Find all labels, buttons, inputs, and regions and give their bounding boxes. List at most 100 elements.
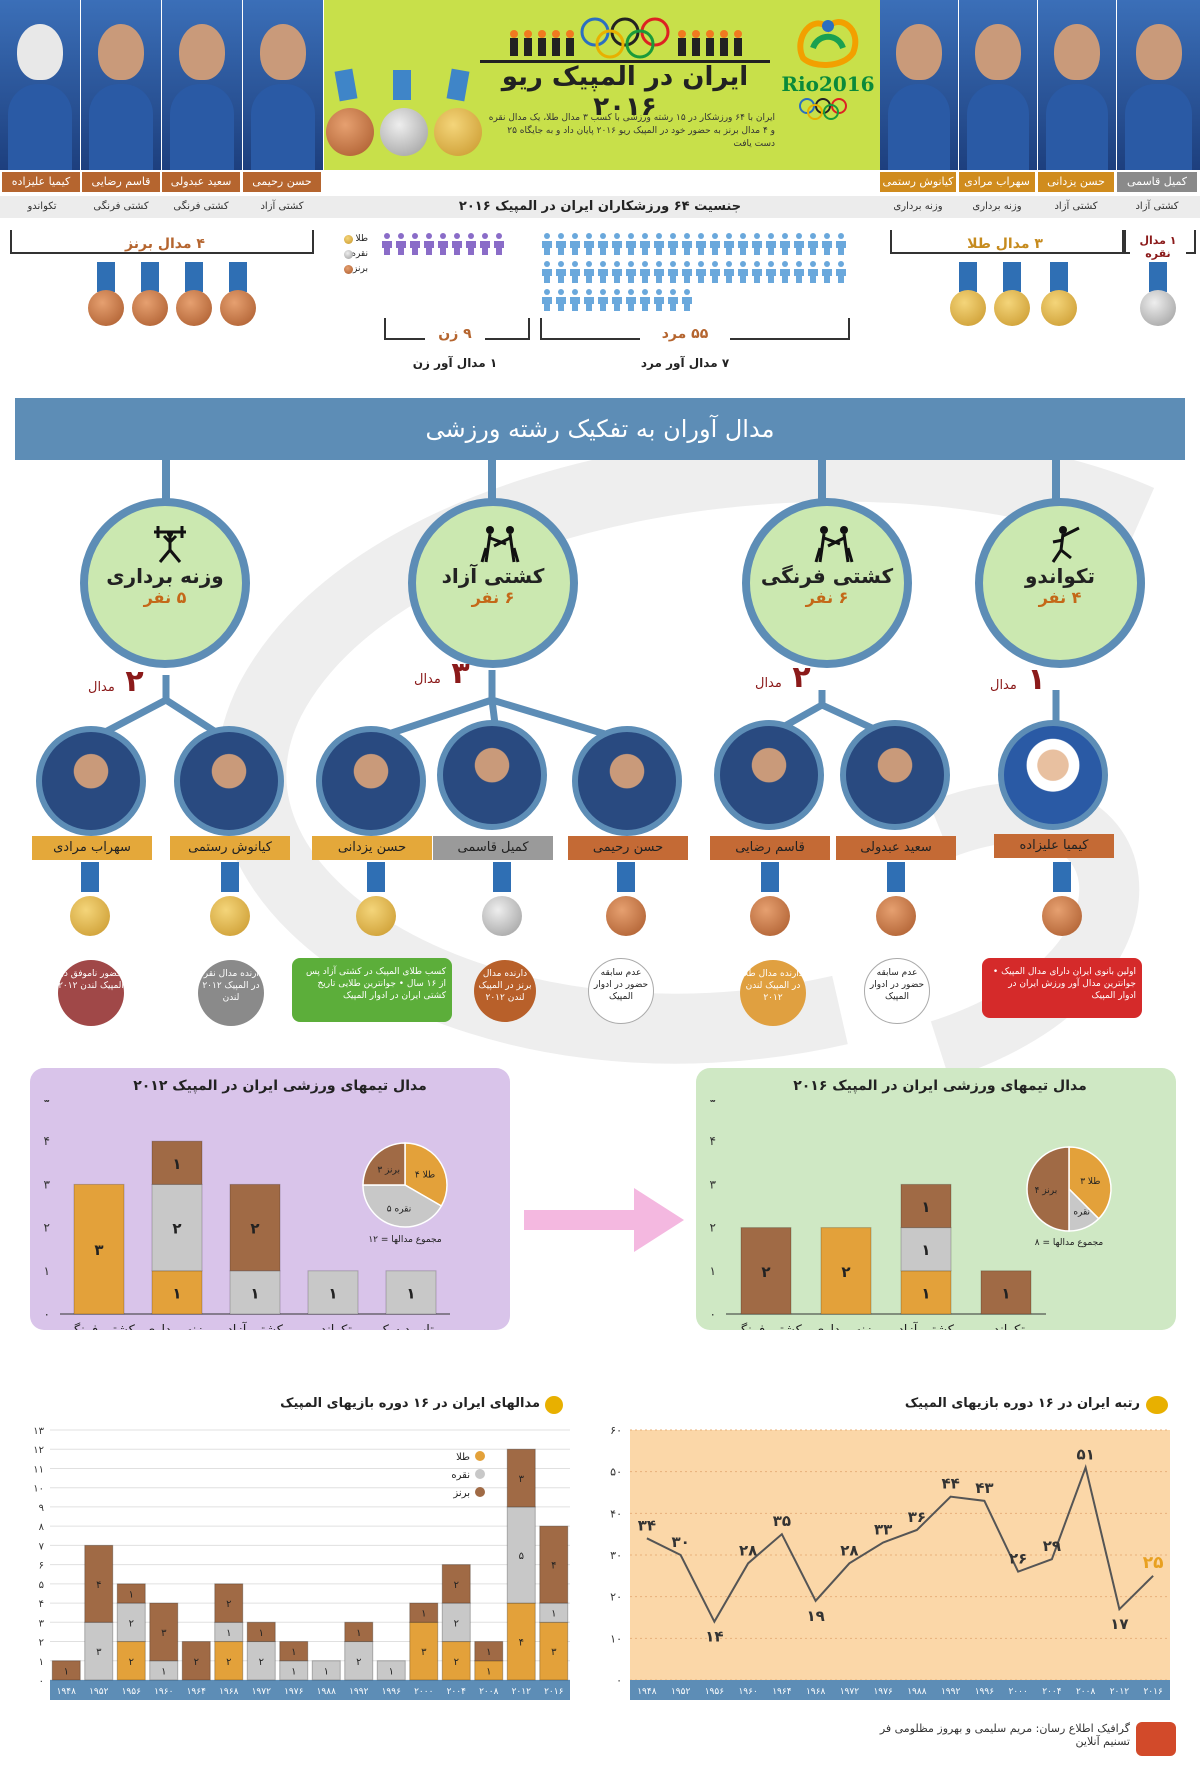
year-label: ۱۹۴۸: [57, 1687, 77, 1697]
rank-value-label: ۳۴: [638, 1516, 656, 1534]
y-tick-label: ۱۰: [33, 1484, 44, 1495]
year-label: ۱۹۸۸: [907, 1687, 927, 1697]
bar-value-label: ۳: [161, 1628, 167, 1639]
ribbon-icon: [617, 862, 635, 892]
category-weightlifting: وزنه برداری ۵ نفر: [80, 498, 250, 668]
athlete-name: سعید عبدولی: [836, 836, 956, 860]
year-label: ۱۹۶۴: [187, 1687, 207, 1697]
rank-value-label: ۲۸: [739, 1541, 757, 1559]
person-icon: [808, 233, 818, 255]
person-icon: [626, 233, 636, 255]
bar-value-label: ۱: [421, 1609, 426, 1620]
person-icon: [598, 233, 608, 255]
year-label: ۱۹۷۲: [252, 1687, 272, 1697]
y-tick-label: ۱: [710, 1264, 716, 1278]
bar-segment: [229, 1183, 281, 1272]
y-tick-label: ۵: [710, 1100, 716, 1105]
athlete-photo-hassan-rahimi: [243, 0, 324, 170]
person-icon: [668, 233, 678, 255]
y-tick-label: ۰: [39, 1676, 44, 1687]
y-tick-label: ۱۳: [33, 1426, 44, 1437]
person-icon: [570, 261, 580, 283]
y-tick-label: ۱۱: [33, 1464, 44, 1475]
category-label: پرتاب دیسک: [377, 1323, 445, 1330]
legend-gold: طلا: [355, 234, 368, 244]
pie-2012: ۴ طلا ۵ نقره ۳ برنز: [362, 1142, 448, 1228]
athlete-note: دارنده مدال برنز در المپیک لندن ۲۰۱۲: [474, 960, 536, 1022]
ribbon-icon: [887, 862, 905, 892]
athlete-photo: [174, 726, 284, 836]
bar-value-label: ۱: [1001, 1284, 1010, 1302]
athlete-photo: [840, 720, 950, 830]
bar-value-label: ۲: [226, 1657, 231, 1668]
category-label: وزنه برداری: [145, 1323, 209, 1330]
pie-label: ۱ نقره: [1066, 1207, 1090, 1217]
ribbon-icon: [367, 862, 385, 892]
pie-slice: [1068, 1146, 1112, 1220]
silver-medal-icon: [1140, 290, 1176, 326]
pie-2016-total: مجموع مدالها = ۸: [1034, 1238, 1104, 1248]
person-icon: [556, 261, 566, 283]
gold-medal-icon: [994, 290, 1030, 326]
legend-gold-icon: [344, 235, 353, 244]
pie-2016: ۳ طلا ۱ نقره ۴ برنز: [1026, 1146, 1112, 1232]
bronze-medal-icon: [1042, 896, 1082, 936]
person-icon: [668, 261, 678, 283]
ribbon-icon: [185, 262, 203, 292]
bar-segment: [539, 1525, 569, 1604]
y-tick-label: ۱: [44, 1264, 50, 1278]
rio-logo: Rio2016: [780, 8, 876, 138]
person-icon: [668, 289, 678, 311]
bar-value-label: ۳: [96, 1647, 102, 1658]
athlete-photo: [714, 720, 824, 830]
person-icon: [570, 233, 580, 255]
pie-slice: [362, 1142, 406, 1186]
namebar-hassan-yazdani: حسن یزدانی: [1038, 172, 1114, 192]
rank-value-label: ۵۱: [1076, 1446, 1094, 1464]
y-tick-label: ۰: [44, 1307, 50, 1321]
gold-medal-icon: [70, 896, 110, 936]
athlete-name: کیمیا علیزاده: [994, 834, 1114, 858]
athlete-photo: [36, 726, 146, 836]
sport-label: وزنه برداری: [972, 201, 1022, 212]
bar-segment: [441, 1564, 471, 1604]
person-icon: [654, 233, 664, 255]
olympic-rings-icon: [510, 17, 742, 59]
pie-slice: [362, 1184, 443, 1228]
person-icon: [626, 289, 636, 311]
y-tick-label: ۵۰: [610, 1466, 622, 1479]
ribbon-icon: [229, 262, 247, 292]
athlete-photo-kimia: [0, 0, 81, 170]
ribbon-icon: [81, 862, 99, 892]
person-icon: [640, 261, 650, 283]
connector: [818, 460, 826, 500]
rank-title: رتبه ایران در ۱۶ دوره بازیهای المپیک: [904, 1396, 1140, 1411]
bar-value-label: ۱: [324, 1666, 329, 1677]
person-icon: [382, 233, 392, 255]
medal-count-greco: ۲ مدال: [755, 660, 811, 695]
category-count: ۶ نفر: [805, 588, 849, 607]
bar-segment: [311, 1660, 341, 1681]
bar-value-label: ۳: [551, 1647, 557, 1658]
bar-value-label: ۲: [356, 1657, 361, 1668]
namebar-saeed: سعید عبدولی: [162, 172, 240, 192]
bar-value-label: ۳: [519, 1474, 525, 1485]
person-icon: [794, 233, 804, 255]
person-icon: [710, 233, 720, 255]
ribbon-icon: [1050, 262, 1068, 292]
bronze-medal-icon: [876, 896, 916, 936]
y-tick-label: ۹: [39, 1503, 44, 1514]
bar-value-label: ۲: [761, 1263, 770, 1281]
namebar-sohrab: سهراب مرادی: [959, 172, 1035, 192]
bar-segment: [151, 1140, 203, 1185]
athlete-photo-kianoush: [880, 0, 959, 170]
connector: [162, 460, 170, 500]
bar-value-label: ۱: [64, 1666, 69, 1677]
namebar-komeil: کمیل قاسمی: [1117, 172, 1197, 192]
athlete-photo: [437, 720, 547, 830]
bronze-medal-icon: [750, 896, 790, 936]
weightlifting-icon: [154, 526, 186, 563]
ribbon-icon: [493, 862, 511, 892]
y-tick-label: ۴: [710, 1134, 716, 1148]
medal-count-number: ۱: [1027, 662, 1046, 697]
